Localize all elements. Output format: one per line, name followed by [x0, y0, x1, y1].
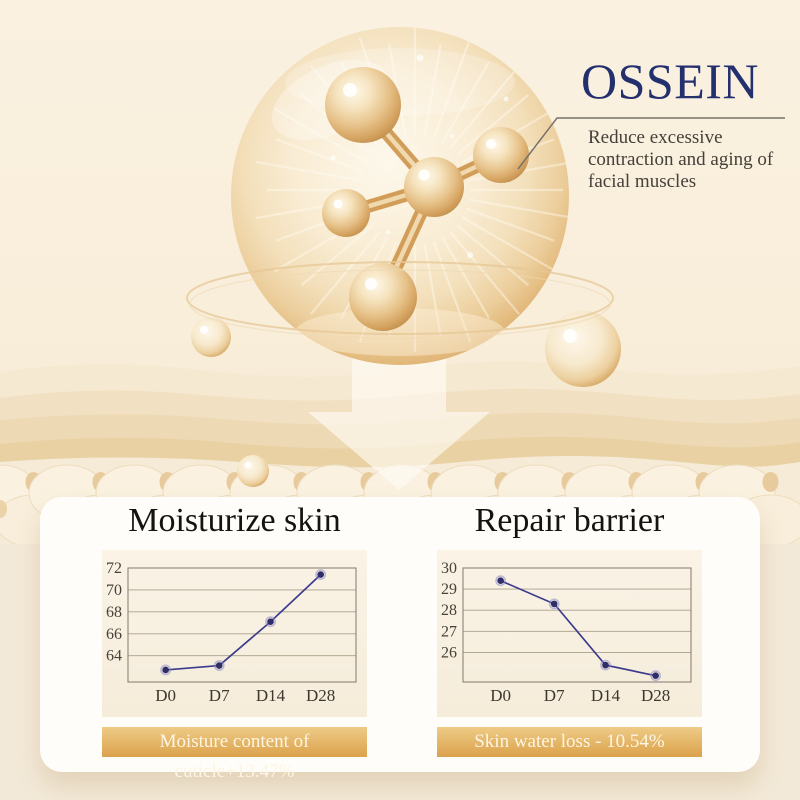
down-arrow-icon — [308, 338, 490, 490]
chart-panel-moisturize: 64 66 68 70 72 D0 D7 D14 D28 — [102, 550, 367, 717]
small-bubble — [191, 317, 231, 357]
ingredient-description: Reduce excessive contraction and aging o… — [588, 127, 774, 192]
data-point — [267, 618, 274, 626]
trend-line — [165, 573, 322, 671]
data-point-halo — [600, 659, 611, 671]
small-bubble — [545, 311, 621, 387]
y-tick-label: 28 — [441, 602, 457, 619]
data-point — [550, 600, 558, 608]
chart-title-moisturize: Moisturize skin — [128, 502, 341, 539]
data-point-halo — [548, 598, 560, 610]
y-tick-label: 66 — [106, 626, 122, 643]
serum-bubble — [231, 27, 569, 365]
y-tick-label: 68 — [106, 604, 122, 621]
results-card: Moisturize skin Repair barrier 64 66 68 70 7… — [40, 497, 760, 782]
data-point — [162, 666, 169, 674]
x-category-label: D14 — [256, 686, 286, 705]
x-category-label: D0 — [155, 686, 176, 705]
data-point — [215, 662, 223, 669]
result-badge-waterloss: Skin water loss - 10.54% — [437, 727, 702, 757]
molecule — [322, 67, 529, 331]
x-category-label: D0 — [490, 686, 511, 705]
sparkles — [330, 54, 509, 258]
data-point-halo — [160, 664, 172, 676]
y-tick-label: 70 — [106, 582, 122, 599]
y-tick-label: 64 — [106, 648, 122, 665]
plot-border — [462, 567, 692, 683]
data-point-halo — [495, 575, 507, 587]
data-point-halo — [650, 670, 662, 682]
x-category-label: D14 — [591, 686, 621, 705]
y-tick-label: 29 — [441, 581, 457, 598]
ingredient-title: OSSEIN — [580, 53, 760, 109]
y-tick-label: 72 — [106, 560, 122, 577]
orbit-rings — [186, 261, 614, 339]
pointer-line — [517, 117, 785, 170]
data-point — [652, 672, 659, 679]
x-category-label: D7 — [209, 686, 230, 705]
x-category-label: D7 — [544, 686, 565, 705]
molecule-atoms — [322, 67, 529, 331]
x-category-label: D28 — [641, 686, 670, 705]
plot-border — [127, 567, 357, 683]
result-badge-moisture: Moisture content of cuticle+13.47% — [102, 727, 367, 782]
data-point — [602, 661, 609, 669]
small-bubble — [237, 455, 269, 487]
line-chart-repair: 26 27 28 29 30 D0 D7 D14 D28 — [441, 560, 692, 705]
y-tick-label: 30 — [441, 560, 457, 577]
data-point-halo — [315, 569, 327, 580]
chart-title-repair: Repair barrier — [474, 502, 665, 539]
data-point-halo — [213, 660, 225, 671]
data-point — [317, 571, 324, 578]
y-tick-label: 26 — [441, 644, 457, 661]
chart-panel-repair: 26 27 28 29 30 D0 D7 D14 D28 — [437, 550, 702, 717]
small-bubbles — [191, 311, 621, 487]
data-point — [497, 577, 504, 584]
line-chart-moisturize: 64 66 68 70 72 D0 D7 D14 D28 — [106, 560, 357, 705]
trend-line — [500, 579, 656, 677]
y-tick-label: 27 — [441, 623, 457, 640]
data-point-halo — [265, 616, 276, 628]
x-category-label: D28 — [306, 686, 335, 705]
